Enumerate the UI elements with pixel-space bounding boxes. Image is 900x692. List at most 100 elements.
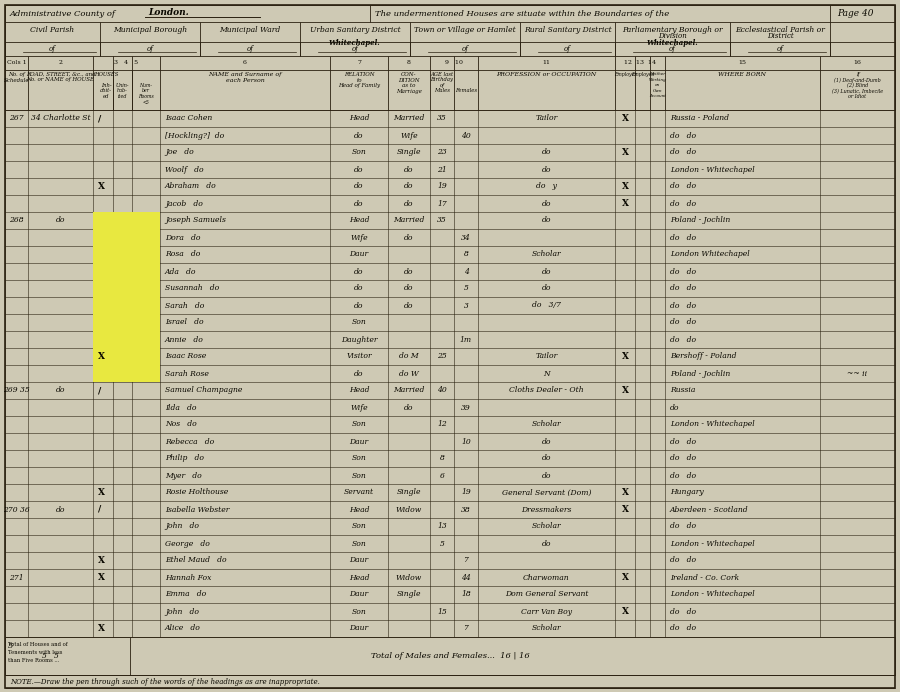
Text: do   do: do do <box>670 149 696 156</box>
Text: Annie   do: Annie do <box>165 336 204 343</box>
Text: HOUSES: HOUSES <box>94 72 118 77</box>
Text: Employed: Employed <box>631 72 654 77</box>
Text: Wife: Wife <box>350 233 368 242</box>
Text: do   do: do do <box>670 624 696 632</box>
Text: Woolf   do: Woolf do <box>165 165 203 174</box>
Text: of: of <box>669 45 676 53</box>
Text: Bershoff - Poland: Bershoff - Poland <box>670 352 736 361</box>
Text: 38: 38 <box>461 505 471 513</box>
Text: 19: 19 <box>461 489 471 496</box>
Text: Daur: Daur <box>349 556 369 565</box>
Text: of: of <box>439 83 445 88</box>
Text: 5: 5 <box>8 642 14 650</box>
Text: Dora   do: Dora do <box>165 233 201 242</box>
Text: 6: 6 <box>243 60 247 66</box>
Text: NOTE.—Draw the pen through such of the words of the headings as are inappropriat: NOTE.—Draw the pen through such of the w… <box>10 677 319 686</box>
Text: Civil Parish: Civil Parish <box>31 26 75 34</box>
Text: Town or Village or Hamlet: Town or Village or Hamlet <box>414 26 516 34</box>
Text: do: do <box>404 268 414 275</box>
Text: 35: 35 <box>437 217 447 224</box>
Text: Sarah   do: Sarah do <box>165 302 204 309</box>
Text: 7: 7 <box>464 624 468 632</box>
Text: 12: 12 <box>437 421 447 428</box>
Text: do: do <box>542 165 551 174</box>
Text: Single: Single <box>397 590 421 599</box>
Text: each Person: each Person <box>226 78 265 82</box>
Text: Son: Son <box>352 522 366 531</box>
Text: Working: Working <box>649 78 666 82</box>
Text: Daur: Daur <box>349 590 369 599</box>
Text: X: X <box>622 199 628 208</box>
Text: of: of <box>777 45 783 53</box>
Text: 40: 40 <box>461 131 471 140</box>
Text: 269 35: 269 35 <box>3 387 30 394</box>
Text: 13: 13 <box>437 522 447 531</box>
Text: do   do: do do <box>670 437 696 446</box>
Text: do: do <box>56 217 65 224</box>
Text: Municipal Borough: Municipal Borough <box>112 26 187 34</box>
Text: X: X <box>98 624 105 633</box>
Text: X: X <box>98 182 105 191</box>
Text: No. or NAME of HOUSE: No. or NAME of HOUSE <box>26 78 94 82</box>
Text: of: of <box>147 45 153 53</box>
Text: X: X <box>622 148 628 157</box>
Text: than Five Rooms ...: than Five Rooms ... <box>8 657 59 662</box>
Text: do   do: do do <box>670 302 696 309</box>
Text: 12  13  14: 12 13 14 <box>624 60 656 66</box>
Text: do   do: do do <box>670 608 696 615</box>
Text: Single: Single <box>397 489 421 496</box>
Text: Schedule: Schedule <box>4 78 30 82</box>
Text: 5   5: 5 5 <box>41 652 58 660</box>
Text: 7: 7 <box>357 60 361 66</box>
Text: do   do: do do <box>670 556 696 565</box>
Text: If: If <box>856 72 860 77</box>
Text: Son: Son <box>352 421 366 428</box>
Text: Unin-: Unin- <box>116 83 130 88</box>
Text: 40: 40 <box>437 387 447 394</box>
Text: of: of <box>247 45 254 53</box>
Text: Sarah Rose: Sarah Rose <box>165 370 209 378</box>
Text: Whitechapel.: Whitechapel. <box>329 39 381 47</box>
Text: [Hockling?]  do: [Hockling?] do <box>165 131 224 140</box>
Text: Emma   do: Emma do <box>165 590 206 599</box>
Text: /: / <box>98 114 101 123</box>
Text: or Idiot: or Idiot <box>849 94 867 99</box>
Text: ROAD, STREET, &c., and: ROAD, STREET, &c., and <box>26 72 95 77</box>
Text: Isabella Webster: Isabella Webster <box>165 505 230 513</box>
Text: Marriage: Marriage <box>396 89 422 93</box>
Text: Carr Van Boy: Carr Van Boy <box>521 608 572 615</box>
Text: do   do: do do <box>670 336 696 343</box>
Text: do   do: do do <box>670 318 696 327</box>
Text: Total of Males and Females...  16 | 16: Total of Males and Females... 16 | 16 <box>371 652 529 660</box>
Text: Ada   do: Ada do <box>165 268 196 275</box>
Text: Wife: Wife <box>350 403 368 412</box>
Text: 3: 3 <box>464 302 468 309</box>
Text: X: X <box>622 386 628 395</box>
Text: London - Whitechapel: London - Whitechapel <box>670 590 755 599</box>
Text: do: do <box>355 165 364 174</box>
Text: Account: Account <box>649 94 666 98</box>
Text: Males: Males <box>434 89 450 93</box>
Text: /: / <box>98 386 101 395</box>
Text: Rural Sanitary District: Rural Sanitary District <box>524 26 611 34</box>
Text: Cloths Dealer - Oth: Cloths Dealer - Oth <box>509 387 584 394</box>
Text: Son: Son <box>352 149 366 156</box>
Text: X: X <box>622 488 628 497</box>
Text: Division: Division <box>658 33 687 41</box>
Text: 10: 10 <box>461 437 471 446</box>
Text: London - Whitechapel: London - Whitechapel <box>670 165 755 174</box>
Text: 18: 18 <box>461 590 471 599</box>
Text: do   do: do do <box>670 199 696 208</box>
Text: 8: 8 <box>439 455 445 462</box>
Text: 23: 23 <box>437 149 447 156</box>
Text: abit-: abit- <box>100 89 112 93</box>
Text: <5: <5 <box>142 100 149 104</box>
Text: Scholar: Scholar <box>532 421 562 428</box>
Text: Daughter: Daughter <box>341 336 377 343</box>
Text: X: X <box>98 556 105 565</box>
Text: 11: 11 <box>543 60 551 66</box>
Text: Tenements with less: Tenements with less <box>8 650 62 655</box>
Bar <box>93 331 160 348</box>
Bar <box>93 297 160 314</box>
Text: 34 Charlotte St: 34 Charlotte St <box>31 114 90 122</box>
